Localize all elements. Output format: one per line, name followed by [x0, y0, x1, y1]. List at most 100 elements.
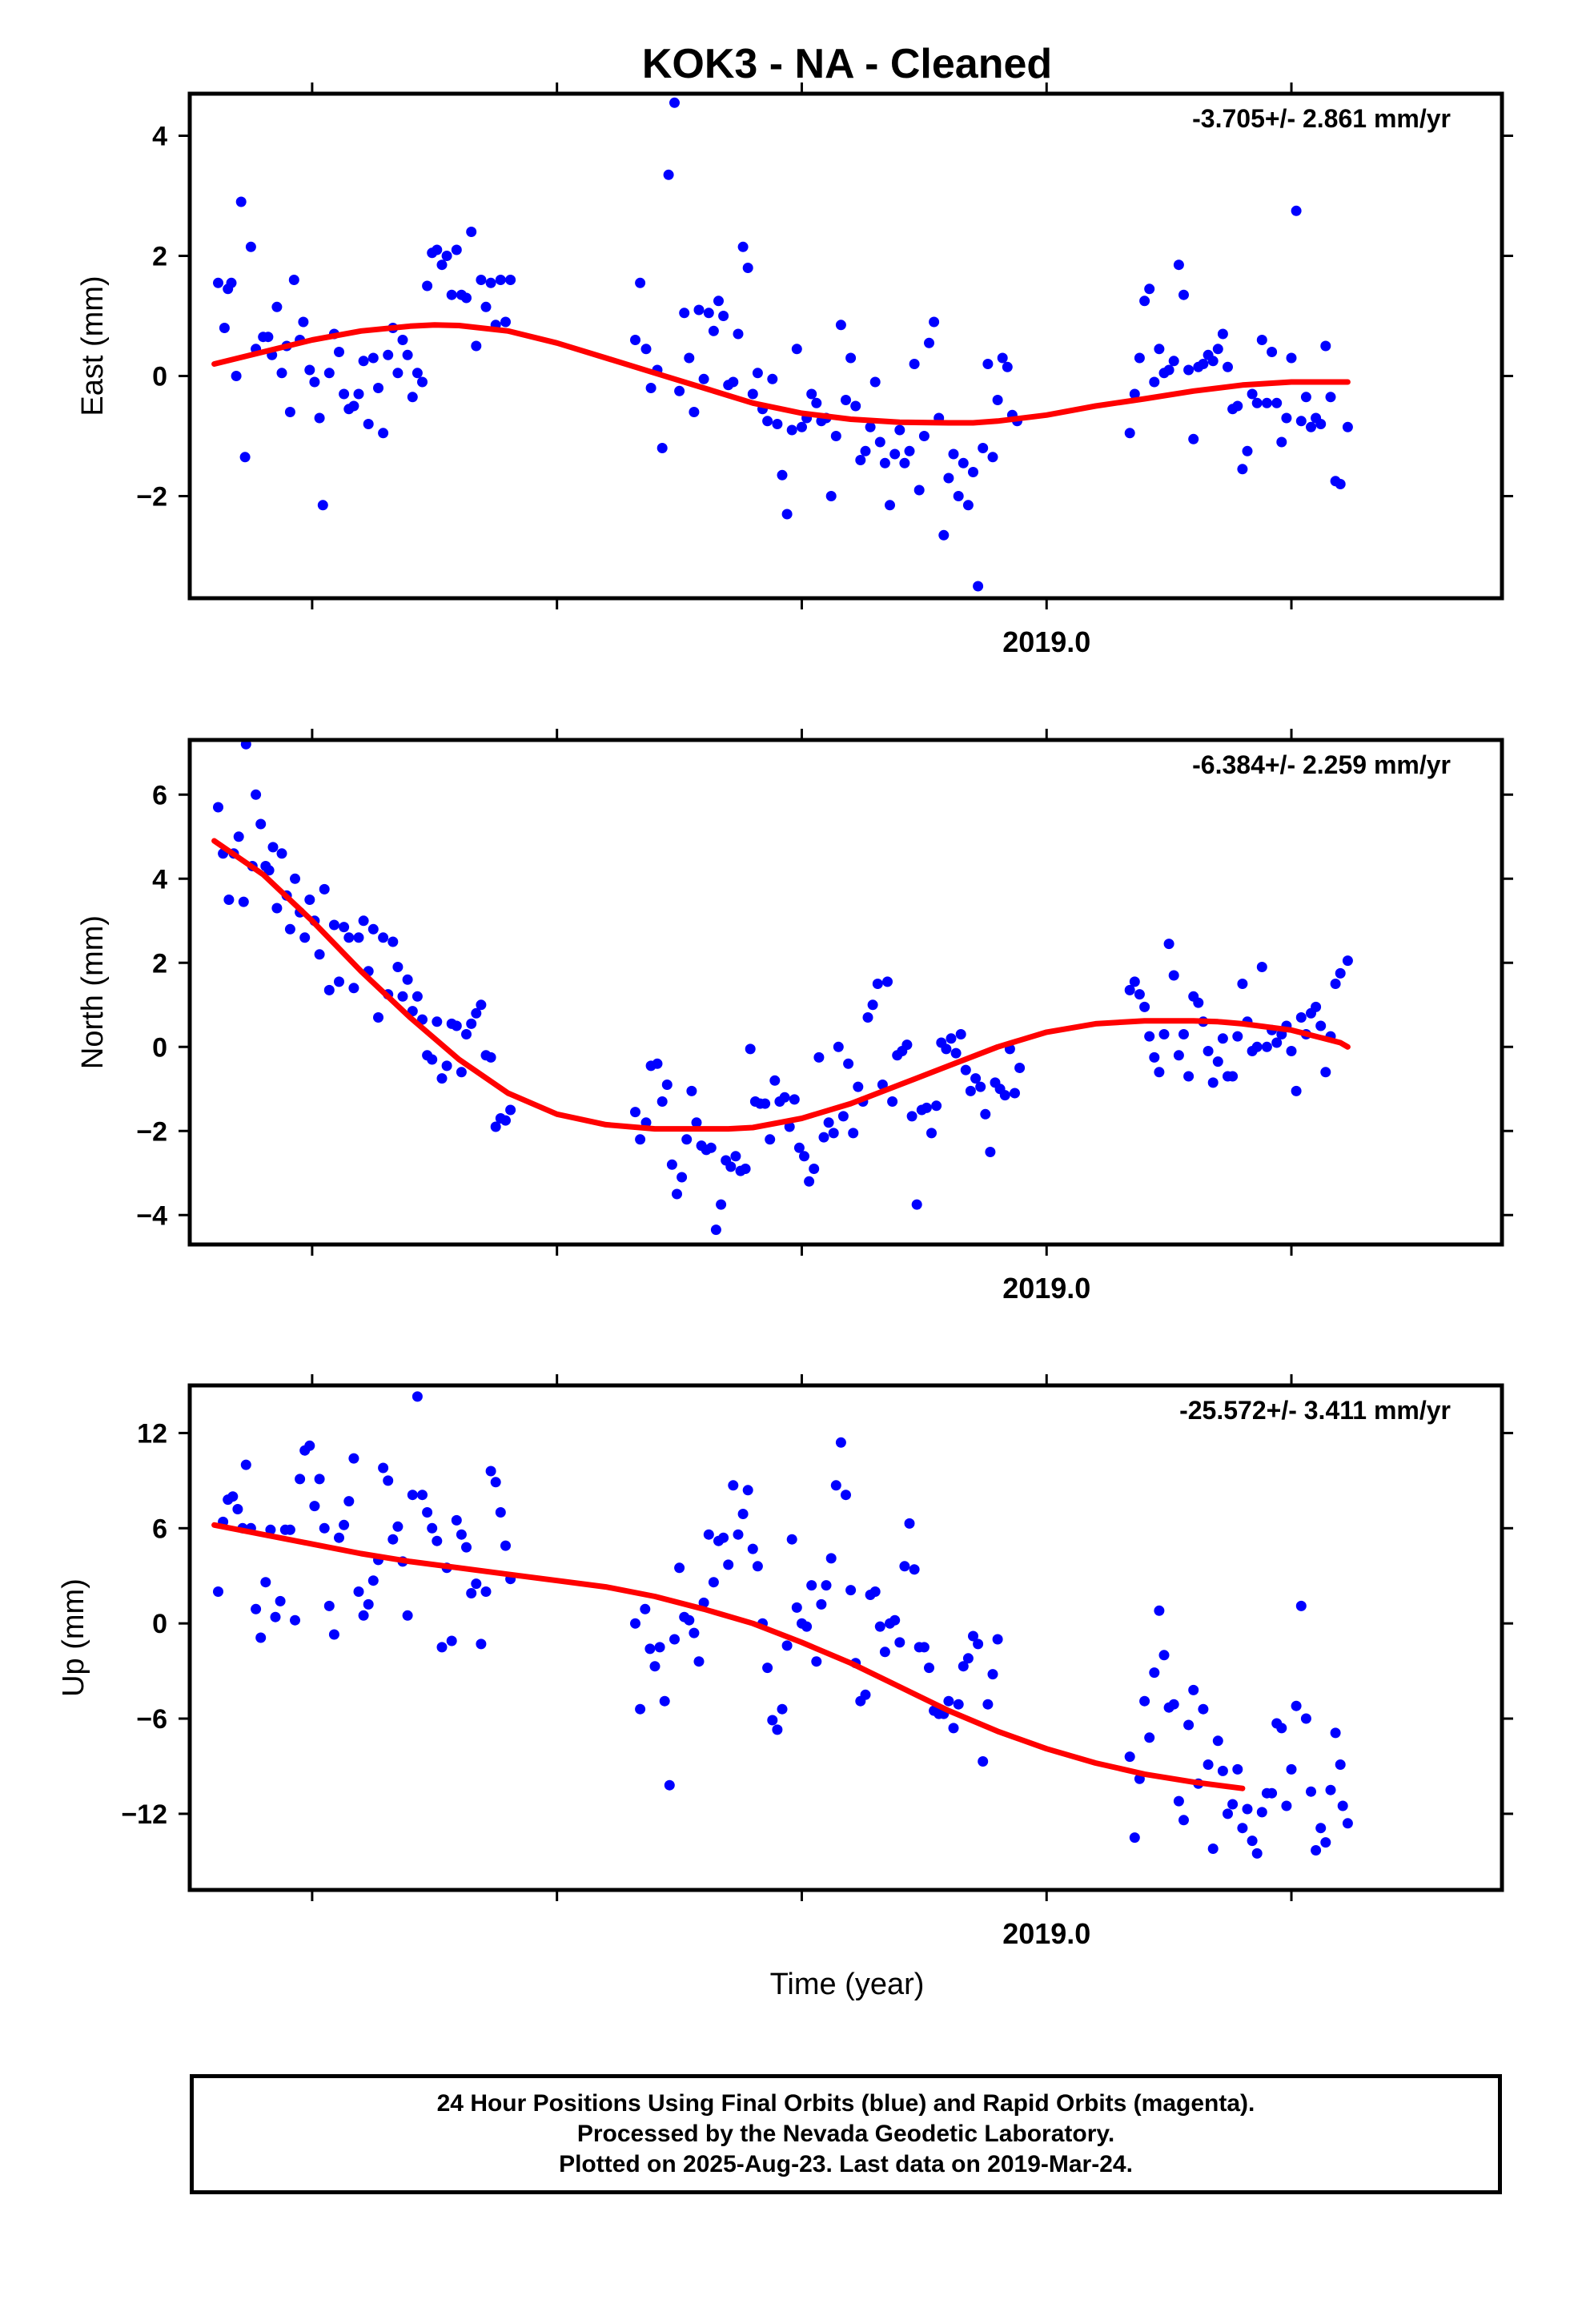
y-tick-label: −2 [136, 1116, 167, 1147]
data-point [363, 419, 374, 429]
rate-annotation: -25.572+/- 3.411 mm/yr [1179, 1396, 1451, 1425]
data-point [835, 320, 846, 331]
data-point [1149, 376, 1160, 388]
data-point [1311, 1001, 1322, 1012]
data-point [323, 984, 335, 995]
data-point [818, 1132, 829, 1143]
y-tick-label: 4 [152, 864, 167, 895]
data-point [1295, 1012, 1307, 1023]
data-point [987, 452, 998, 463]
data-point [762, 416, 773, 427]
data-point [737, 1509, 749, 1519]
data-point [461, 1029, 472, 1039]
data-point [461, 292, 472, 304]
data-point [924, 337, 934, 348]
data-point [1193, 997, 1204, 1008]
data-point [1217, 328, 1228, 340]
data-point [762, 1663, 773, 1674]
data-point [879, 1647, 890, 1658]
data-point [1198, 359, 1209, 369]
data-point [240, 1459, 251, 1470]
x-tick-label: 2019.0 [1002, 1917, 1090, 1950]
data-point [319, 1522, 330, 1534]
y-tick-label: 2 [152, 948, 167, 979]
data-point [1232, 1031, 1243, 1042]
data-point [343, 932, 355, 943]
data-point [767, 1715, 778, 1726]
data-point [703, 308, 714, 319]
data-point [1178, 1815, 1189, 1826]
data-points [213, 97, 1353, 592]
data-point [659, 1695, 670, 1707]
data-point [271, 903, 283, 914]
data-point [288, 275, 299, 285]
data-point [387, 936, 399, 947]
data-point [1163, 364, 1174, 376]
data-point [703, 1529, 714, 1540]
y-tick-label: 2 [152, 242, 167, 272]
data-point [1207, 356, 1219, 367]
data-point [869, 1586, 881, 1597]
data-point [227, 1491, 239, 1502]
data-point [904, 1518, 915, 1529]
data-point [348, 983, 359, 994]
data-point [1129, 388, 1140, 400]
data-point [948, 1723, 959, 1734]
data-point [968, 1630, 978, 1642]
data-point [251, 1603, 262, 1614]
data-point [1002, 361, 1013, 372]
data-point [845, 1585, 857, 1596]
data-point [918, 1642, 930, 1653]
data-point [441, 1060, 452, 1072]
data-point [383, 349, 394, 360]
data-point [378, 428, 389, 439]
data-point [500, 316, 511, 328]
data-point [255, 1632, 267, 1643]
data-point [402, 349, 413, 360]
data-point [1232, 1763, 1243, 1775]
data-point [1335, 1759, 1346, 1770]
data-point [921, 1102, 932, 1113]
data-point [789, 1094, 800, 1105]
data-point [943, 472, 954, 484]
data-point [630, 1618, 640, 1629]
data-point [412, 368, 423, 379]
data-point [811, 1656, 822, 1667]
data-point [451, 1514, 462, 1526]
data-point [985, 1147, 996, 1157]
data-point [841, 1490, 851, 1501]
data-point [791, 1602, 802, 1613]
data-point [728, 376, 739, 388]
data-point [1129, 976, 1140, 987]
data-point [848, 1128, 859, 1139]
data-point [446, 289, 457, 300]
data-point [635, 1134, 646, 1145]
data-point [740, 1164, 751, 1174]
data-point [823, 1117, 834, 1128]
data-point [837, 1111, 849, 1122]
data-point [353, 932, 364, 943]
y-tick-label: 6 [152, 1514, 167, 1544]
data-point [446, 1635, 457, 1647]
data-point [970, 1073, 982, 1084]
data-point [1295, 1600, 1307, 1611]
data-point [960, 1064, 971, 1076]
data-point [747, 388, 758, 400]
data-point [889, 1614, 901, 1626]
data-point [666, 1159, 677, 1170]
data-point [889, 448, 901, 460]
data-point [348, 1453, 359, 1464]
footer-line-3: Plotted on 2025-Aug-23. Last data on 201… [559, 2151, 1133, 2177]
data-point [806, 388, 817, 400]
data-point [860, 445, 871, 456]
data-point [1315, 419, 1327, 429]
data-point [378, 932, 389, 943]
data-point [689, 407, 700, 417]
data-point [677, 1172, 688, 1183]
data-point [1134, 989, 1145, 1000]
data-point [245, 241, 256, 252]
data-point [669, 1634, 680, 1645]
data-point [899, 1561, 910, 1572]
data-point [232, 1504, 243, 1514]
data-point [471, 1007, 482, 1019]
